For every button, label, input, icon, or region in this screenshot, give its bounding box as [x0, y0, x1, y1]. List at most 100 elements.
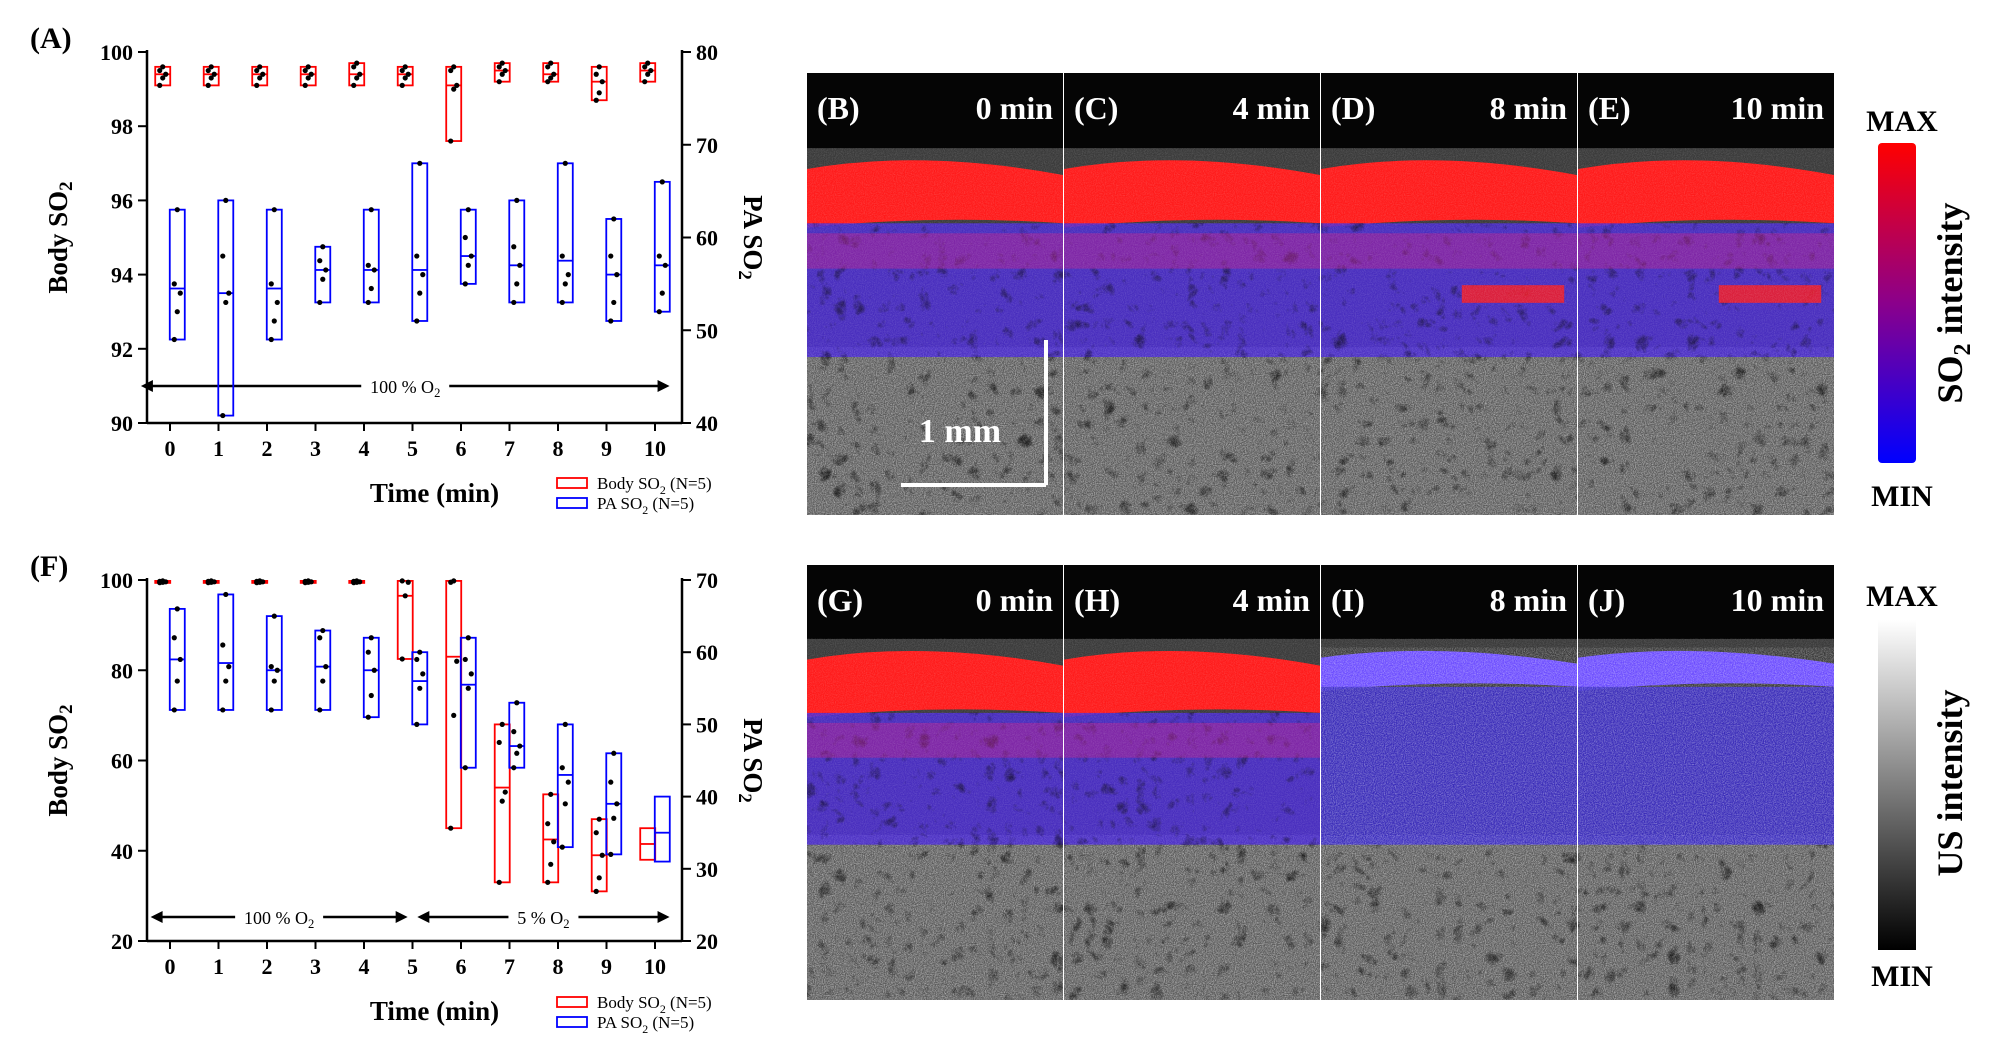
data-point	[268, 281, 274, 287]
data-point	[305, 64, 311, 70]
data-point	[565, 779, 571, 785]
panel-time-label: 8 min	[1490, 582, 1568, 618]
data-point	[514, 281, 520, 287]
so2-colorbar-min: MIN	[1871, 480, 1933, 513]
data-point	[402, 593, 408, 599]
data-point	[271, 207, 277, 213]
data-point	[302, 82, 308, 88]
data-point	[271, 613, 277, 619]
data-point	[223, 197, 229, 203]
box-mark	[445, 65, 463, 142]
data-point	[317, 707, 323, 713]
data-point	[320, 678, 326, 684]
data-point	[511, 765, 517, 771]
data-point	[545, 821, 551, 827]
data-point	[502, 67, 508, 74]
x-tick-label: 9	[601, 436, 612, 461]
panel-letter-label: (G)	[817, 582, 863, 618]
data-point	[545, 64, 551, 70]
panel-time-label: 4 min	[1233, 90, 1311, 126]
data-point	[593, 830, 599, 836]
data-point	[551, 839, 557, 845]
x-tick-label: 10	[644, 954, 666, 979]
x-tick-label: 8	[553, 954, 564, 979]
data-point	[517, 262, 523, 268]
data-point	[402, 64, 408, 70]
data-point	[260, 71, 266, 77]
data-point	[365, 262, 371, 268]
data-point	[611, 299, 617, 306]
data-point	[254, 82, 260, 88]
data-point	[559, 299, 565, 306]
data-point	[511, 299, 517, 306]
data-point	[357, 71, 363, 77]
data-point	[220, 707, 226, 713]
data-point	[593, 71, 599, 77]
speckle-overlay	[807, 638, 1063, 1000]
speckle-overlay	[1064, 638, 1320, 1000]
so2-colorbar: MAX MIN SO2 intensity	[1866, 105, 1976, 513]
legend-swatch	[556, 497, 588, 509]
right-axis-title: PA SO2	[734, 718, 768, 803]
us-colorbar-title: US intensity	[1930, 689, 1970, 876]
left-axis-title-group: Body SO2	[43, 181, 77, 293]
x-tick-label: 2	[262, 436, 273, 461]
left-tick-label: 20	[111, 929, 133, 954]
image-panel: (J) 10 min	[1578, 565, 1834, 1000]
data-point	[608, 318, 614, 324]
so2-colorbar-title: SO2 intensity	[1930, 202, 1976, 403]
left-tick-label: 80	[111, 658, 133, 683]
data-point	[611, 750, 617, 756]
data-point	[451, 86, 457, 92]
box-mark	[411, 162, 429, 322]
data-point	[545, 79, 551, 85]
data-point	[177, 290, 183, 296]
data-point	[351, 64, 357, 70]
right-tick-label: 50	[696, 318, 718, 343]
data-point	[596, 64, 602, 70]
panel-time-label: 4 min	[1233, 582, 1311, 618]
box-mark	[653, 795, 671, 863]
data-point	[174, 678, 180, 684]
data-point	[645, 71, 651, 77]
data-point	[163, 71, 169, 77]
data-point	[257, 64, 263, 70]
box-mark	[542, 793, 560, 884]
data-point	[465, 207, 471, 213]
data-point	[414, 253, 420, 259]
data-point	[499, 798, 505, 804]
box-mark	[445, 580, 463, 830]
arrow-head-right	[657, 911, 670, 923]
data-point	[499, 71, 505, 77]
x-tick-label: 3	[310, 954, 321, 979]
data-point	[514, 197, 520, 203]
data-point	[596, 90, 602, 96]
data-point	[562, 801, 568, 807]
data-point	[614, 272, 620, 278]
data-point	[448, 825, 454, 831]
speckle-overlay	[1321, 638, 1577, 1000]
data-point	[208, 64, 214, 70]
x-tick-label: 9	[601, 954, 612, 979]
data-point	[226, 664, 232, 670]
data-point	[171, 281, 177, 287]
data-point	[323, 664, 329, 670]
box-mark	[556, 723, 574, 849]
left-axis-title: Body SO2	[43, 704, 77, 816]
data-point	[220, 412, 226, 419]
data-point	[454, 658, 460, 664]
data-point	[468, 253, 474, 259]
x-tick-label: 6	[456, 436, 467, 461]
data-point	[559, 765, 565, 771]
data-point	[323, 267, 329, 273]
x-tick-label: 5	[407, 436, 418, 461]
data-point	[160, 64, 166, 70]
data-point	[414, 721, 420, 728]
data-point	[302, 67, 308, 74]
left-axis-title-group: Body SO2	[43, 704, 77, 816]
speckle-overlay	[807, 148, 1063, 515]
data-point	[354, 75, 360, 81]
data-point	[511, 244, 517, 250]
left-tick-label: 100	[100, 568, 133, 593]
scale-bar: 1 mm	[901, 340, 1048, 487]
